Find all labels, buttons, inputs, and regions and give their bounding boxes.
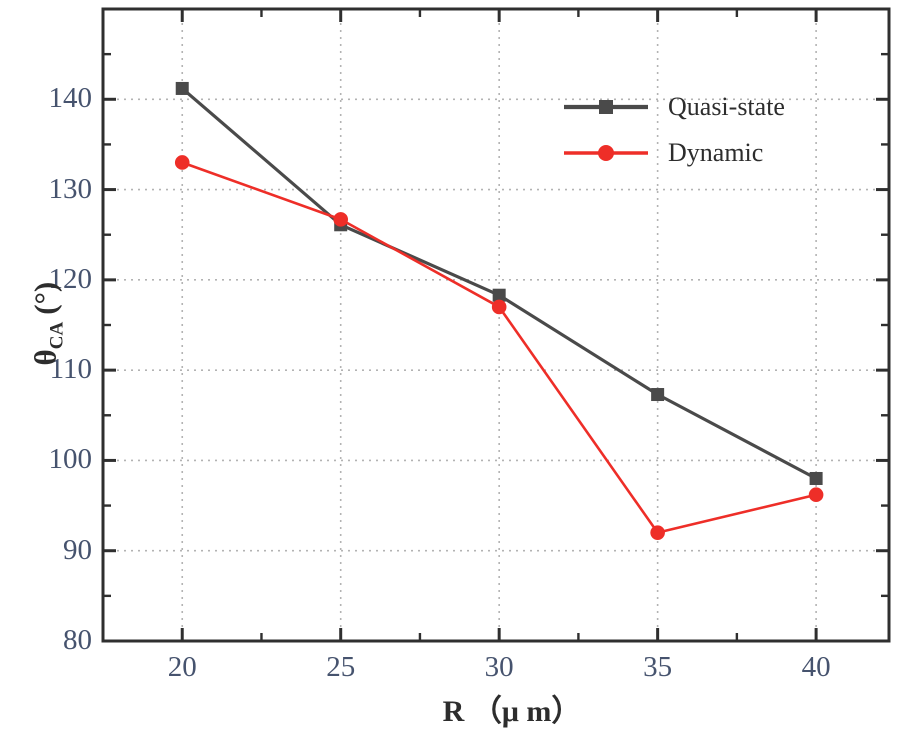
- square-marker: [175, 81, 189, 95]
- square-marker: [809, 471, 823, 485]
- y-axis-unit: (°): [27, 281, 63, 315]
- legend-square-marker: [599, 100, 613, 114]
- legend: Quasi-state Dynamic: [562, 84, 785, 176]
- x-tick-label: 30: [484, 651, 514, 683]
- dynamic-line-marker-icon: [562, 142, 650, 164]
- circle-marker: [808, 487, 824, 503]
- circle-marker: [174, 155, 190, 170]
- circle-marker: [491, 299, 507, 315]
- quasi-state-line-marker-icon: [562, 96, 650, 118]
- y-tick-label: 100: [48, 443, 93, 476]
- square-marker: [492, 288, 506, 302]
- legend-circle-marker: [598, 145, 614, 161]
- x-tick-label: 25: [326, 651, 356, 683]
- y-tick-label: 110: [49, 353, 92, 386]
- y-axis-symbol: θ: [27, 349, 63, 366]
- legend-sample-svg: [564, 145, 648, 161]
- y-tick-label: 120: [48, 262, 93, 295]
- y-tick-label: 80: [63, 624, 92, 656]
- series-line-1: [180, 161, 818, 534]
- y-tick-label: 90: [63, 533, 92, 566]
- y-axis-subscript: CA: [46, 321, 68, 350]
- y-tick-label: 130: [48, 172, 93, 205]
- legend-sample-svg: [564, 100, 648, 114]
- circle-marker: [333, 212, 349, 227]
- y-tick-label: 140: [48, 82, 93, 115]
- legend-label-dynamic: Dynamic: [668, 138, 764, 167]
- x-tick-label: 20: [167, 651, 197, 683]
- legend-label-quasi-state: Quasi-state: [668, 92, 785, 121]
- square-marker: [651, 388, 665, 402]
- legend-item-dynamic: Dynamic: [562, 130, 785, 176]
- x-tick-label: 35: [643, 651, 673, 683]
- circle-marker: [650, 525, 665, 540]
- x-axis-title: R （μ m）: [442, 695, 582, 728]
- y-axis-title: θCA (°): [27, 254, 68, 394]
- legend-item-quasi-state: Quasi-state: [562, 84, 785, 130]
- x-tick-label: 40: [801, 651, 831, 683]
